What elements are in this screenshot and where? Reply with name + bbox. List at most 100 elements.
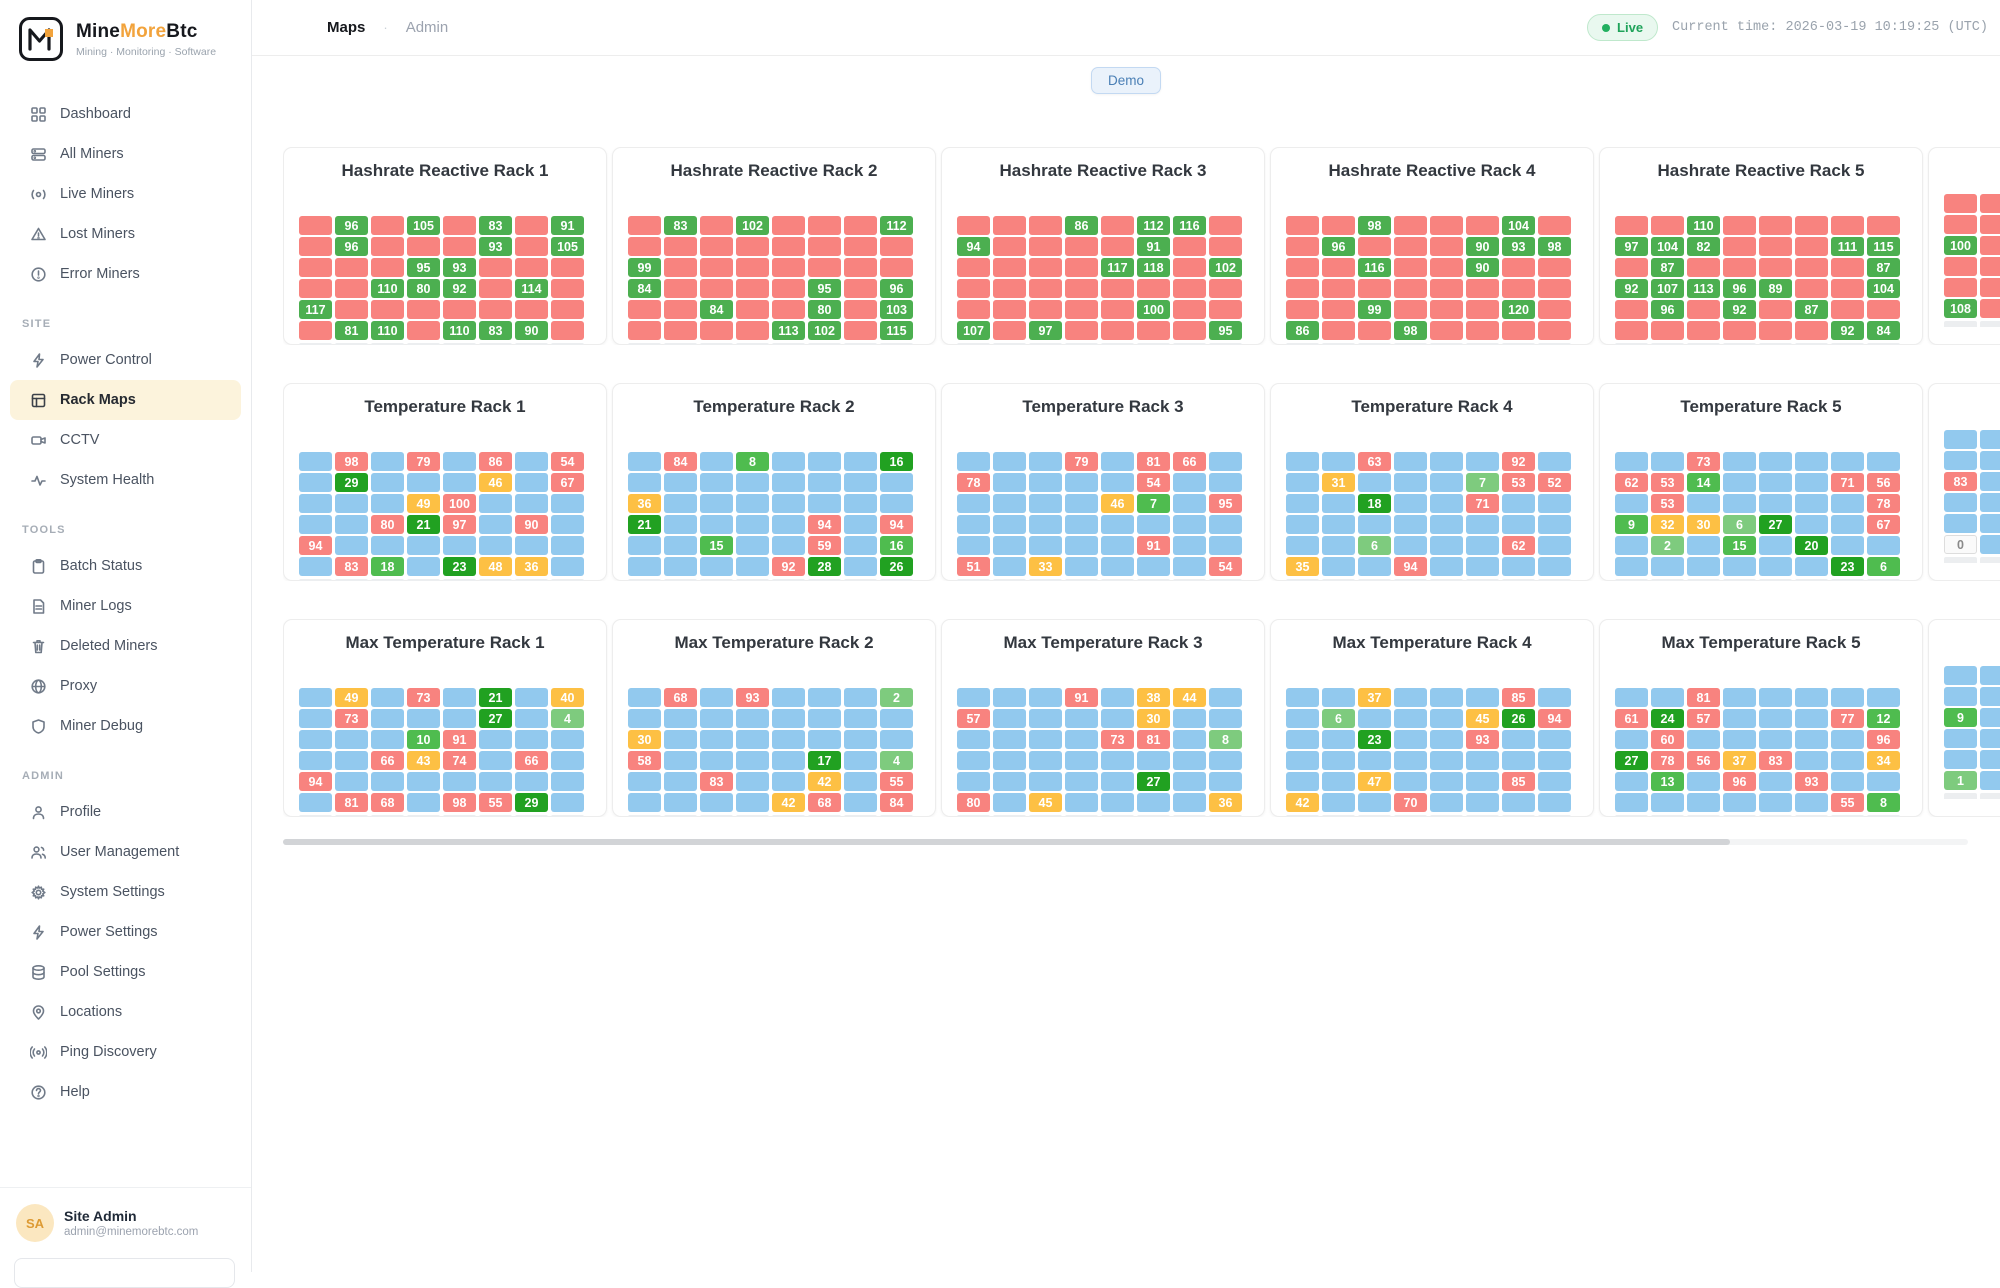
miner-cell[interactable] xyxy=(371,709,404,728)
miner-cell[interactable]: 7 xyxy=(1466,473,1499,492)
miner-cell[interactable] xyxy=(1759,216,1792,235)
miner-cell[interactable] xyxy=(1286,216,1319,235)
miner-cell[interactable]: 90 xyxy=(515,515,548,534)
miner-cell[interactable]: 80 xyxy=(957,793,990,812)
miner-cell[interactable]: 33 xyxy=(1029,557,1062,576)
miner-cell[interactable] xyxy=(1759,536,1792,555)
miner-cell[interactable] xyxy=(1430,751,1463,770)
miner-cell[interactable] xyxy=(1394,300,1427,319)
miner-cell[interactable] xyxy=(1322,258,1355,277)
miner-cell[interactable] xyxy=(1759,730,1792,749)
miner-cell[interactable] xyxy=(1394,772,1427,791)
miner-cell[interactable] xyxy=(551,772,584,791)
miner-cell[interactable] xyxy=(1322,515,1355,534)
miner-cell[interactable] xyxy=(299,494,332,513)
miner-cell[interactable] xyxy=(1723,473,1756,492)
miner-cell[interactable]: 31 xyxy=(1322,473,1355,492)
miner-cell[interactable] xyxy=(808,216,841,235)
miner-cell[interactable]: 77 xyxy=(1831,709,1864,728)
miner-cell[interactable] xyxy=(700,730,733,749)
miner-cell[interactable] xyxy=(1394,536,1427,555)
miner-cell[interactable] xyxy=(1538,452,1571,471)
miner-cell[interactable] xyxy=(479,258,512,277)
miner-cell[interactable] xyxy=(1502,515,1535,534)
miner-cell[interactable]: 36 xyxy=(515,557,548,576)
miner-cell[interactable] xyxy=(1687,793,1720,812)
miner-cell[interactable]: 23 xyxy=(1831,557,1864,576)
miner-cell[interactable] xyxy=(1466,793,1499,812)
miner-cell[interactable] xyxy=(772,473,805,492)
miner-cell[interactable] xyxy=(1980,514,2000,533)
miner-cell[interactable] xyxy=(1430,258,1463,277)
miner-cell[interactable] xyxy=(1759,473,1792,492)
miner-cell[interactable]: 26 xyxy=(1502,709,1535,728)
miner-cell[interactable] xyxy=(1173,237,1206,256)
miner-cell[interactable] xyxy=(1137,751,1170,770)
miner-cell[interactable]: 6 xyxy=(1358,536,1391,555)
miner-cell[interactable] xyxy=(1430,709,1463,728)
miner-cell[interactable]: 93 xyxy=(1795,772,1828,791)
miner-cell[interactable]: 86 xyxy=(1286,321,1319,340)
miner-cell[interactable] xyxy=(443,237,476,256)
miner-cell[interactable] xyxy=(1687,772,1720,791)
miner-cell[interactable] xyxy=(299,688,332,707)
miner-cell[interactable] xyxy=(808,258,841,277)
miner-cell[interactable] xyxy=(1831,300,1864,319)
miner-cell[interactable] xyxy=(772,216,805,235)
miner-cell[interactable] xyxy=(515,300,548,319)
miner-cell[interactable]: 35 xyxy=(1286,557,1319,576)
miner-cell[interactable]: 94 xyxy=(1538,709,1571,728)
miner-cell[interactable] xyxy=(1101,321,1134,340)
miner-cell[interactable] xyxy=(335,751,368,770)
miner-cell[interactable] xyxy=(515,772,548,791)
miner-cell[interactable]: 94 xyxy=(957,237,990,256)
miner-cell[interactable] xyxy=(1651,688,1684,707)
miner-cell[interactable] xyxy=(772,494,805,513)
miner-cell[interactable] xyxy=(700,688,733,707)
miner-cell[interactable]: 42 xyxy=(808,772,841,791)
miner-cell[interactable] xyxy=(515,216,548,235)
miner-cell[interactable] xyxy=(299,793,332,812)
sidebar-item-lost-miners[interactable]: Lost Miners xyxy=(10,214,241,254)
miner-cell[interactable]: 93 xyxy=(443,258,476,277)
miner-cell[interactable] xyxy=(1615,536,1648,555)
miner-cell[interactable] xyxy=(1687,536,1720,555)
miner-cell[interactable] xyxy=(628,536,661,555)
miner-cell[interactable] xyxy=(1615,557,1648,576)
miner-cell[interactable] xyxy=(1394,494,1427,513)
miner-cell[interactable] xyxy=(1538,536,1571,555)
miner-cell[interactable]: 83 xyxy=(700,772,733,791)
miner-cell[interactable] xyxy=(957,730,990,749)
miner-cell[interactable] xyxy=(628,793,661,812)
miner-cell[interactable] xyxy=(628,688,661,707)
sidebar-item-ping-discovery[interactable]: Ping Discovery xyxy=(10,1032,241,1072)
miner-cell[interactable]: 107 xyxy=(1651,279,1684,298)
miner-cell[interactable]: 116 xyxy=(1358,258,1391,277)
miner-cell[interactable]: 73 xyxy=(407,688,440,707)
miner-cell[interactable] xyxy=(664,751,697,770)
miner-cell[interactable]: 103 xyxy=(880,300,913,319)
miner-cell[interactable] xyxy=(808,494,841,513)
miner-cell[interactable] xyxy=(1867,772,1900,791)
miner-cell[interactable] xyxy=(993,709,1026,728)
miner-cell[interactable] xyxy=(1101,709,1134,728)
miner-cell[interactable] xyxy=(1759,772,1792,791)
miner-cell[interactable]: 113 xyxy=(772,321,805,340)
miner-cell[interactable] xyxy=(1795,688,1828,707)
miner-cell[interactable] xyxy=(1538,494,1571,513)
miner-cell[interactable] xyxy=(479,772,512,791)
miner-cell[interactable] xyxy=(1795,473,1828,492)
miner-cell[interactable] xyxy=(1980,299,2000,318)
miner-cell[interactable] xyxy=(407,321,440,340)
miner-cell[interactable] xyxy=(1065,709,1098,728)
miner-cell[interactable] xyxy=(443,452,476,471)
miner-cell[interactable]: 37 xyxy=(1723,751,1756,770)
miner-cell[interactable]: 96 xyxy=(1723,279,1756,298)
miner-cell[interactable]: 94 xyxy=(880,515,913,534)
miner-cell[interactable]: 30 xyxy=(1687,515,1720,534)
miner-cell[interactable] xyxy=(1101,688,1134,707)
miner-cell[interactable]: 56 xyxy=(1687,751,1720,770)
miner-cell[interactable] xyxy=(1615,452,1648,471)
miner-cell[interactable] xyxy=(700,452,733,471)
miner-cell[interactable]: 84 xyxy=(700,300,733,319)
